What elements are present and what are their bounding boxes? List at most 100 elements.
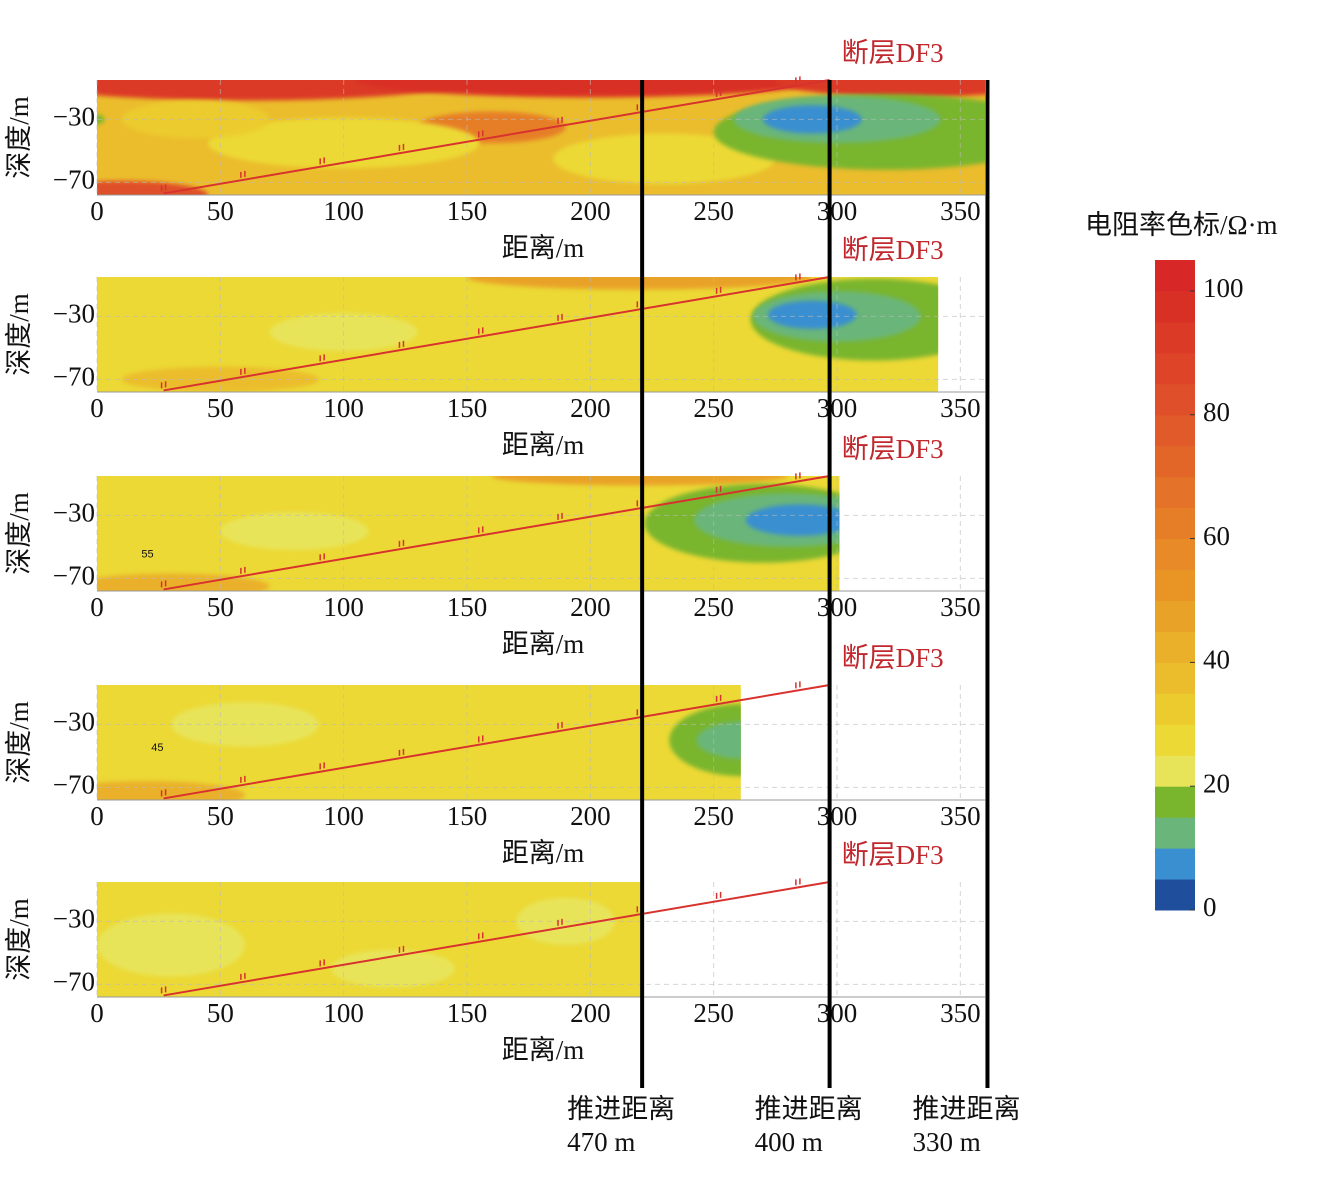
x-tick-label: 300 xyxy=(817,592,858,622)
x-tick-label: 100 xyxy=(323,592,364,622)
contour-region xyxy=(220,512,369,551)
colorbar-band xyxy=(1155,352,1195,385)
contour-region xyxy=(767,300,857,329)
fault-tick xyxy=(557,313,563,321)
contour-field xyxy=(97,685,741,800)
x-tick-label: 350 xyxy=(940,998,981,1028)
contour-region xyxy=(553,133,776,184)
x-axis-label: 距离/m xyxy=(502,629,585,659)
contour-region xyxy=(745,504,840,536)
contour-field xyxy=(97,882,643,997)
colorbar-band xyxy=(1155,600,1195,632)
fault-tick xyxy=(557,721,563,729)
colorbar-band xyxy=(1155,538,1195,571)
fault-tick xyxy=(715,286,722,294)
colorbar-band xyxy=(1155,693,1195,725)
colorbar-band xyxy=(1155,786,1195,818)
fault-tick xyxy=(715,694,722,702)
x-tick-label: 350 xyxy=(940,196,981,226)
fault-label: 断层DF3 xyxy=(842,38,944,68)
contour-field xyxy=(97,476,840,591)
fault-tick xyxy=(477,130,484,138)
y-tick-label: −70 xyxy=(53,770,95,800)
x-tick-label: 300 xyxy=(817,196,858,226)
colorbar-band xyxy=(1155,879,1195,911)
x-tick-label: 300 xyxy=(817,393,858,423)
fault-tick xyxy=(715,891,722,899)
fault-line xyxy=(163,79,830,195)
colorbar-band xyxy=(1155,445,1195,478)
fault-tick xyxy=(160,580,167,588)
fault-tick xyxy=(557,116,563,124)
advance-label: 推进距离 xyxy=(912,1094,1020,1124)
x-tick-label: 0 xyxy=(90,393,104,423)
contour-region xyxy=(491,476,788,486)
x-tick-label: 0 xyxy=(90,592,104,622)
advance-distance: 330 m xyxy=(912,1127,980,1157)
advance-distance: 470 m xyxy=(567,1127,635,1157)
y-tick-label: −70 xyxy=(53,967,95,997)
contour-region xyxy=(669,703,741,777)
x-tick-label: 50 xyxy=(207,998,234,1028)
fault-line xyxy=(163,684,830,800)
fault-tick xyxy=(160,986,167,994)
x-tick-label: 350 xyxy=(940,801,981,831)
x-tick-label: 150 xyxy=(447,592,488,622)
fault-tick xyxy=(477,526,484,534)
x-tick-label: 50 xyxy=(207,592,234,622)
fault-label: 断层DF3 xyxy=(842,840,944,870)
y-axis-label: 深度/m xyxy=(4,701,34,784)
fault-line xyxy=(163,881,830,997)
fault-tick xyxy=(795,76,801,84)
fault-tick xyxy=(240,170,246,178)
fault-tick xyxy=(319,354,325,362)
x-tick-label: 350 xyxy=(940,592,981,622)
fault-label: 断层DF3 xyxy=(842,235,944,265)
x-tick-label: 300 xyxy=(817,998,858,1028)
advance-label: 推进距离 xyxy=(567,1094,675,1124)
x-tick-label: 200 xyxy=(570,393,611,423)
contour-region xyxy=(121,100,270,139)
fault-tick xyxy=(477,932,484,940)
y-tick-label: −30 xyxy=(53,904,95,934)
fault-tick xyxy=(398,143,405,151)
colorbar-band xyxy=(1155,662,1195,694)
x-tick-label: 100 xyxy=(323,801,364,831)
x-tick-label: 0 xyxy=(90,196,104,226)
x-tick-label: 200 xyxy=(570,998,611,1028)
fault-tick xyxy=(557,512,563,520)
x-axis-label: 距离/m xyxy=(502,233,585,263)
annotation: 55 xyxy=(141,549,153,561)
x-tick-label: 250 xyxy=(693,196,734,226)
fault-tick xyxy=(715,89,722,97)
fault-tick xyxy=(240,566,246,574)
contour-region xyxy=(331,949,455,988)
x-tick-label: 250 xyxy=(693,393,734,423)
fault-tick xyxy=(398,539,405,547)
x-tick-label: 250 xyxy=(693,998,734,1028)
y-tick-label: −30 xyxy=(53,707,95,737)
fault-tick xyxy=(477,327,484,335)
x-axis-label: 距离/m xyxy=(502,430,585,460)
colorbar-band xyxy=(1155,724,1195,756)
fault-tick xyxy=(715,485,722,493)
x-tick-label: 350 xyxy=(940,393,981,423)
contour-field xyxy=(97,277,939,392)
fault-tick xyxy=(319,553,325,561)
colorbar-band xyxy=(1155,260,1195,292)
x-tick-label: 50 xyxy=(207,196,234,226)
contour-region xyxy=(97,781,245,800)
contour-region xyxy=(696,721,741,759)
colorbar-tick-label: 40 xyxy=(1203,645,1230,675)
fault-tick xyxy=(319,959,325,967)
fault-tick xyxy=(398,945,405,953)
x-tick-label: 50 xyxy=(207,393,234,423)
x-tick-label: 150 xyxy=(447,196,488,226)
colorbar-band xyxy=(1155,507,1195,540)
advance-label: 推进距离 xyxy=(755,1094,863,1124)
fault-line xyxy=(163,276,830,392)
contour-region xyxy=(97,913,245,977)
fault-label: 断层DF3 xyxy=(842,643,944,673)
x-tick-label: 100 xyxy=(323,196,364,226)
